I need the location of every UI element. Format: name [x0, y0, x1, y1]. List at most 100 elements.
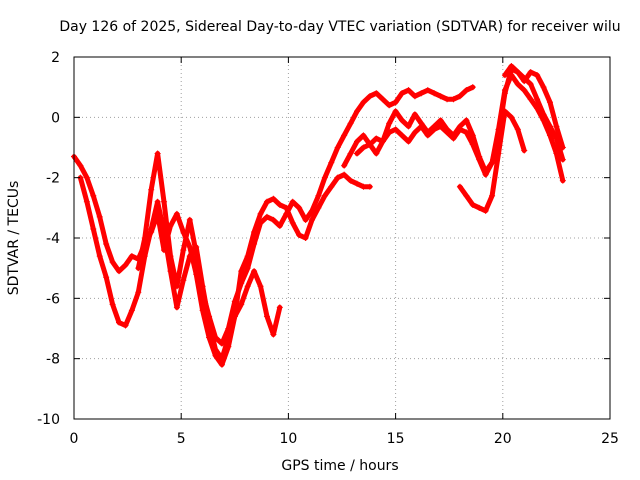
data-point — [553, 123, 560, 130]
data-point — [161, 198, 168, 205]
series-line-trace-1 — [71, 154, 373, 368]
data-point — [148, 225, 155, 232]
data-point — [379, 138, 386, 145]
data-point — [559, 144, 566, 151]
data-point — [399, 132, 406, 139]
grid-layer — [74, 57, 610, 419]
data-point — [405, 87, 412, 94]
y-tick-label: -2 — [46, 171, 60, 187]
data-point — [456, 183, 463, 190]
data-point — [482, 171, 489, 178]
x-tick-label: 5 — [177, 431, 186, 447]
data-point — [469, 84, 476, 91]
data-point — [418, 90, 425, 97]
data-point — [501, 72, 508, 79]
y-tick-label: -8 — [46, 352, 60, 368]
data-point — [96, 213, 103, 220]
data-point — [276, 304, 283, 311]
x-tick-label: 10 — [279, 431, 297, 447]
data-point — [386, 120, 393, 127]
data-point — [469, 141, 476, 148]
data-point — [521, 87, 528, 94]
data-point — [167, 253, 174, 260]
data-point — [534, 96, 541, 103]
data-point — [405, 138, 412, 145]
data-point — [354, 108, 361, 115]
data-point — [263, 198, 270, 205]
y-tick-label: -6 — [46, 291, 60, 307]
data-point — [122, 262, 129, 269]
data-point — [392, 126, 399, 133]
data-point — [463, 192, 470, 199]
data-point — [154, 198, 161, 205]
data-point — [424, 87, 431, 94]
data-point — [148, 186, 155, 193]
data-point — [321, 174, 328, 181]
data-point — [109, 259, 116, 266]
data-point — [508, 114, 515, 121]
data-point — [193, 250, 200, 257]
data-point — [521, 78, 528, 85]
y-tick-label: -4 — [46, 231, 60, 247]
data-point — [373, 90, 380, 97]
data-point — [424, 132, 431, 139]
data-point — [437, 117, 444, 124]
data-point — [173, 304, 180, 311]
data-point — [238, 301, 245, 308]
data-point — [482, 207, 489, 214]
data-point — [83, 198, 90, 205]
data-point — [116, 319, 123, 326]
tick-layer: 0 5 10 15 20 25 -10 -8 -6 -4 -2 0 2 — [37, 50, 619, 447]
data-point — [231, 298, 238, 305]
y-tick-label: -10 — [37, 412, 60, 428]
data-point — [540, 111, 547, 118]
data-point — [276, 222, 283, 229]
y-axis-label: SDTVAR / TECUs — [6, 181, 22, 296]
data-point — [302, 235, 309, 241]
y-tick-label: 2 — [51, 50, 60, 66]
data-point — [122, 322, 129, 329]
data-point — [521, 147, 528, 154]
data-point — [373, 150, 380, 157]
data-point — [354, 138, 361, 145]
series-trace-5 — [354, 66, 566, 178]
data-point — [128, 253, 135, 260]
data-point — [437, 93, 444, 100]
data-point — [308, 216, 315, 223]
data-point — [328, 159, 335, 166]
data-point — [96, 253, 103, 260]
data-point — [173, 283, 180, 290]
data-point — [559, 177, 566, 184]
data-point — [321, 192, 328, 199]
data-point — [399, 117, 406, 124]
data-point — [463, 117, 470, 124]
data-point — [180, 247, 187, 254]
data-point — [360, 99, 367, 106]
data-point — [501, 90, 508, 97]
data-point — [186, 244, 193, 251]
data-point — [244, 283, 251, 290]
data-point — [411, 111, 418, 118]
data-point — [450, 96, 457, 103]
data-point — [270, 331, 277, 338]
data-point — [411, 93, 418, 100]
data-point — [534, 72, 541, 79]
data-point — [456, 126, 463, 133]
series-layer — [71, 63, 566, 368]
data-point — [238, 280, 245, 287]
data-point — [476, 204, 483, 211]
data-point — [289, 198, 296, 205]
series-trace-3 — [135, 84, 476, 347]
data-point — [347, 150, 354, 157]
data-point — [450, 135, 457, 142]
series-trace-6 — [456, 108, 528, 214]
data-point — [90, 225, 97, 232]
data-point — [405, 123, 412, 130]
x-tick-label: 0 — [70, 431, 79, 447]
series-trace-7 — [501, 63, 566, 151]
data-point — [489, 192, 496, 199]
data-point — [418, 123, 425, 130]
x-tick-label: 25 — [601, 431, 619, 447]
data-point — [334, 174, 341, 181]
